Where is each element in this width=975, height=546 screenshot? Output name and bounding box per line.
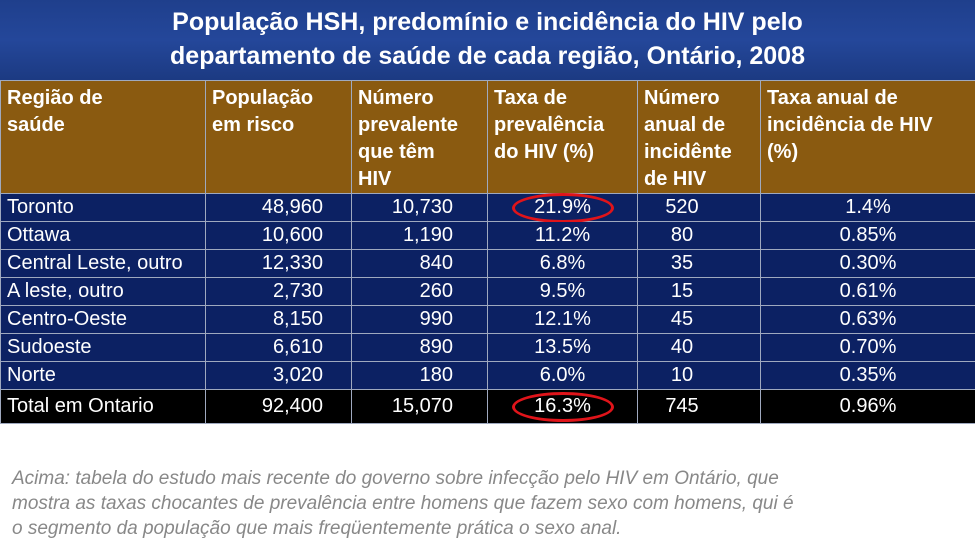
prevalent-number-cell: 840 (351, 249, 488, 278)
prevalence-rate-cell: 11.2% (487, 221, 638, 250)
annual-incidence-cell: 45 (637, 305, 761, 334)
total-label-cell: Total em Ontario (0, 389, 206, 424)
annual-incidence-cell: 35 (637, 249, 761, 278)
column-header-incidence-rate: Taxa anual de incidência de HIV (%) (760, 80, 975, 194)
prevalence-rate-cell: 6.0% (487, 361, 638, 390)
table-row: A leste, outro 2,730 260 9.5% 15 0.61% (0, 277, 975, 306)
caption-line-2: mostra as taxas chocantes de prevalência… (12, 493, 794, 514)
table-row: Sudoeste 6,610 890 13.5% 40 0.70% (0, 333, 975, 362)
prevalent-number-cell: 990 (351, 305, 488, 334)
region-cell: Ottawa (0, 221, 206, 250)
title-line-1: População HSH, predomínio e incidência d… (172, 8, 803, 36)
prevalent-number-cell: 180 (351, 361, 488, 390)
population-cell: 8,150 (205, 305, 352, 334)
total-annual-incidence-cell: 745 (637, 389, 761, 424)
total-prevalence-rate-cell-highlighted: 16.3% (487, 389, 638, 424)
region-cell: A leste, outro (0, 277, 206, 306)
incidence-rate-cell: 1.4% (760, 193, 975, 222)
prevalent-number-cell: 10,730 (351, 193, 488, 222)
table-header-row: Região de saúde População em risco Númer… (0, 80, 975, 194)
region-cell: Sudoeste (0, 333, 206, 362)
caption: Acima: tabela do estudo mais recente do … (12, 466, 967, 541)
population-cell: 2,730 (205, 277, 352, 306)
caption-line-1: Acima: tabela do estudo mais recente do … (12, 468, 779, 489)
table-row: Toronto 48,960 10,730 21.9% 520 1.4% (0, 192, 975, 223)
prevalence-rate-cell-highlighted: 21.9% (487, 192, 638, 223)
column-header-population: População em risco (205, 80, 352, 194)
incidence-rate-cell: 0.35% (760, 361, 975, 390)
total-row: Total em Ontario 92,400 15,070 16.3% 745… (0, 389, 975, 424)
region-cell: Centro-Oeste (0, 305, 206, 334)
column-header-annual-incidence: Número anual de incidênte de HIV (637, 80, 761, 194)
total-incidence-rate-cell: 0.96% (760, 389, 975, 424)
hiv-region-table: Região de saúde População em risco Númer… (0, 80, 975, 424)
table-row: Central Leste, outro 12,330 840 6.8% 35 … (0, 249, 975, 278)
region-cell: Toronto (0, 193, 206, 222)
population-cell: 48,960 (205, 193, 352, 222)
prevalent-number-cell: 1,190 (351, 221, 488, 250)
population-cell: 12,330 (205, 249, 352, 278)
table-row: Centro-Oeste 8,150 990 12.1% 45 0.63% (0, 305, 975, 334)
title-line-2: departamento de saúde de cada região, On… (170, 42, 805, 70)
incidence-rate-cell: 0.85% (760, 221, 975, 250)
highlight-circle (511, 391, 614, 422)
annual-incidence-cell: 80 (637, 221, 761, 250)
population-cell: 3,020 (205, 361, 352, 390)
prevalence-rate-cell: 13.5% (487, 333, 638, 362)
population-cell: 10,600 (205, 221, 352, 250)
column-header-prevalent-number: Número prevalente que têm HIV (351, 80, 488, 194)
region-cell: Norte (0, 361, 206, 390)
table-row: Ottawa 10,600 1,190 11.2% 80 0.85% (0, 221, 975, 250)
annual-incidence-cell: 10 (637, 361, 761, 390)
incidence-rate-cell: 0.63% (760, 305, 975, 334)
caption-line-3: o segmento da população que mais freqüen… (12, 518, 622, 539)
column-header-region: Região de saúde (0, 80, 206, 194)
total-population-cell: 92,400 (205, 389, 352, 424)
slide-title: População HSH, predomínio e incidência d… (0, 0, 975, 80)
population-cell: 6,610 (205, 333, 352, 362)
region-cell: Central Leste, outro (0, 249, 206, 278)
prevalent-number-cell: 890 (351, 333, 488, 362)
table-row: Norte 3,020 180 6.0% 10 0.35% (0, 361, 975, 390)
incidence-rate-cell: 0.70% (760, 333, 975, 362)
annual-incidence-cell: 15 (637, 277, 761, 306)
prevalence-rate-cell: 12.1% (487, 305, 638, 334)
annual-incidence-cell: 520 (637, 193, 761, 222)
prevalence-rate-cell: 6.8% (487, 249, 638, 278)
prevalent-number-cell: 260 (351, 277, 488, 306)
highlight-circle (511, 192, 614, 223)
total-prevalent-number-cell: 15,070 (351, 389, 488, 424)
column-header-prevalence-rate: Taxa de prevalência do HIV (%) (487, 80, 638, 194)
annual-incidence-cell: 40 (637, 333, 761, 362)
incidence-rate-cell: 0.30% (760, 249, 975, 278)
prevalence-rate-cell: 9.5% (487, 277, 638, 306)
incidence-rate-cell: 0.61% (760, 277, 975, 306)
